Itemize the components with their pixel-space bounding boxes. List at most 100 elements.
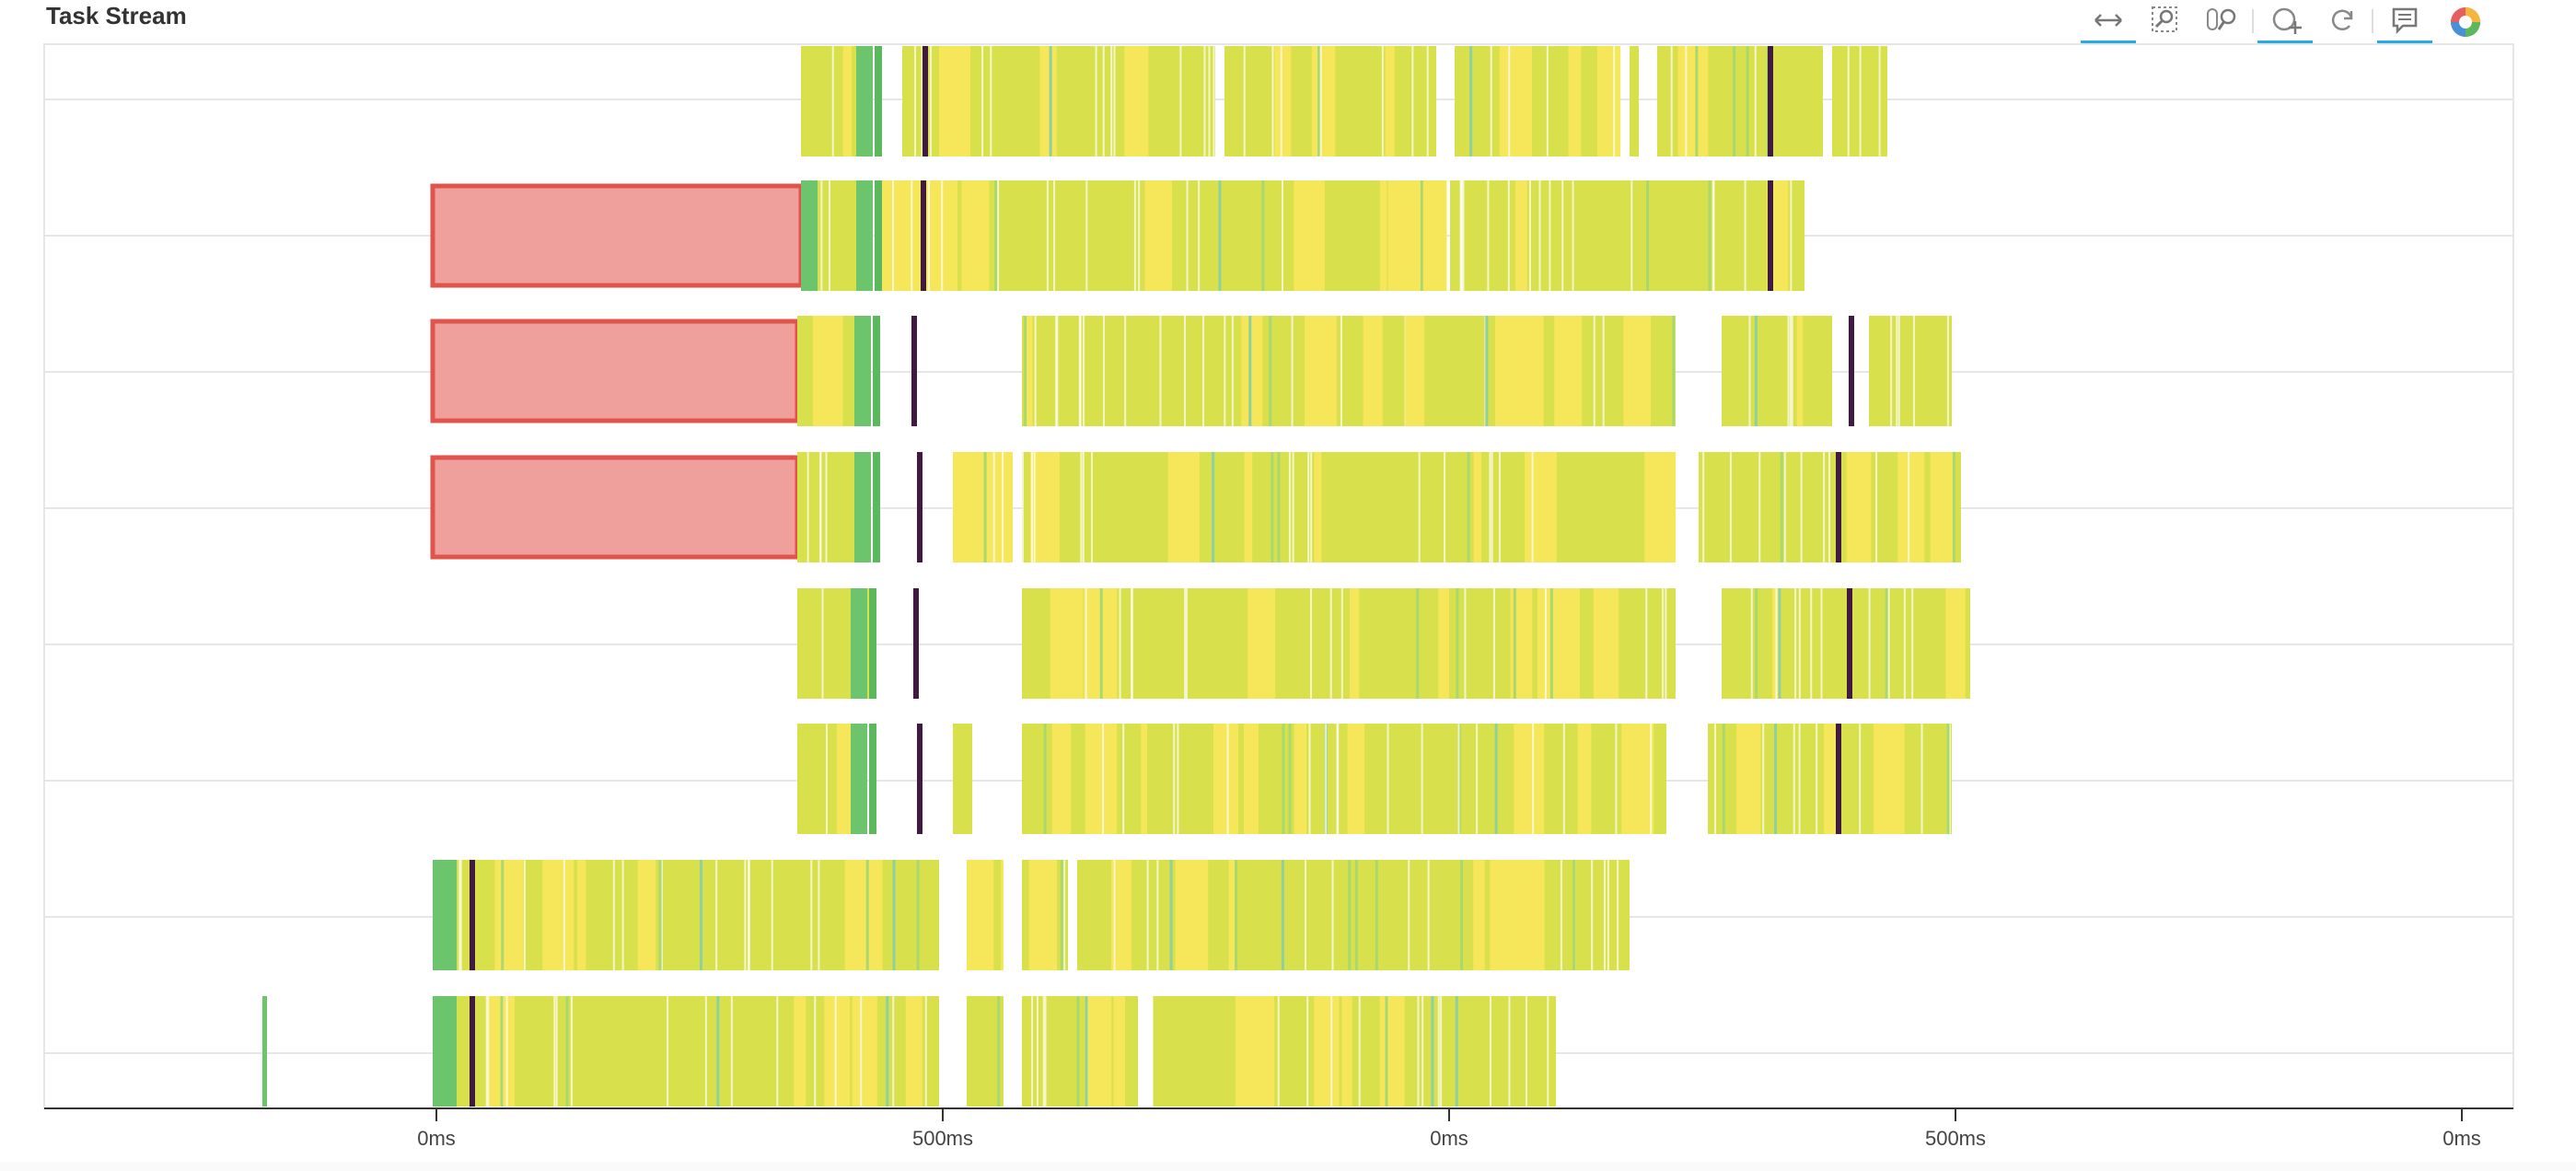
task-stripe <box>1820 588 1823 699</box>
task-gap <box>939 996 967 1107</box>
x-axis-tick-label: 500ms <box>912 1127 973 1150</box>
task-stripe <box>1868 588 1871 699</box>
task-stripe <box>1438 588 1450 699</box>
task-stripe <box>1039 46 1057 157</box>
task-stripe <box>1261 180 1265 291</box>
task-stripe <box>555 996 558 1107</box>
task-stripe <box>1319 46 1322 157</box>
task-stripe <box>836 724 854 834</box>
wheel-zoom-tool[interactable] <box>2193 0 2248 44</box>
task-stripe <box>842 46 853 157</box>
task-stripe <box>1494 724 1498 834</box>
task-deserialize-bar <box>856 46 873 157</box>
task-stripe <box>828 180 830 291</box>
task-stripe <box>929 46 932 157</box>
task-stripe <box>1547 996 1549 1107</box>
task-stripe <box>1102 724 1105 834</box>
task-compute-bar <box>1022 452 1666 562</box>
task-stripe <box>1652 452 1665 562</box>
task-stripe <box>1708 180 1712 291</box>
task-stripe <box>844 860 857 970</box>
task-stripe <box>824 996 851 1107</box>
task-stripe <box>523 860 526 970</box>
task-stripe <box>1391 180 1410 291</box>
task-stripe <box>1281 860 1284 970</box>
task-stripe <box>1243 46 1246 157</box>
task-stripe <box>1908 452 1910 562</box>
box-zoom-tool[interactable] <box>2138 0 2193 44</box>
task-marker-bar <box>470 996 475 1107</box>
hover-tool[interactable] <box>2377 0 2432 44</box>
task-stripe <box>1514 180 1527 291</box>
task-stripe <box>1746 46 1749 157</box>
task-stripe <box>1248 316 1252 426</box>
task-stripe <box>1317 46 1320 157</box>
task-stripe <box>1912 316 1915 426</box>
task-stripe <box>1824 724 1838 834</box>
task-stripe <box>500 996 504 1107</box>
task-stripe <box>1218 180 1222 291</box>
task-stripe <box>1110 46 1113 157</box>
task-stripe <box>1945 588 1966 699</box>
task-marker-bar <box>917 452 922 562</box>
task-stripe <box>1306 996 1309 1107</box>
task-stripe <box>1235 860 1238 970</box>
bottom-strip <box>0 1162 2576 1171</box>
bokeh-logo[interactable] <box>2436 0 2491 44</box>
task-stripe <box>1645 588 1648 699</box>
task-stripe <box>914 46 917 157</box>
reset-tool[interactable] <box>2315 0 2370 44</box>
task-stripe <box>1294 724 1307 834</box>
task-stripe <box>865 860 869 970</box>
task-deserialize-bar <box>854 452 871 562</box>
task-compute-bar <box>1869 316 1952 426</box>
task-compute-bar <box>801 46 821 157</box>
task-stripe <box>1022 452 1025 562</box>
task-stripe <box>1538 180 1541 291</box>
task-stripe <box>911 180 913 291</box>
task-stripe <box>1461 180 1464 291</box>
task-stripe <box>1444 452 1446 562</box>
task-stripe <box>1787 316 1790 426</box>
task-stripe <box>1572 860 1576 970</box>
pan-tool[interactable] <box>2081 0 2136 44</box>
task-stripe <box>1090 452 1093 562</box>
task-marker-bar <box>1836 724 1841 834</box>
task-stripe <box>1810 588 1813 699</box>
task-stripe <box>1042 996 1045 1107</box>
task-stripe <box>1896 316 1898 426</box>
task-stripe <box>1341 996 1352 1107</box>
task-compute-bar <box>1722 588 1970 699</box>
task-stripe <box>1462 180 1465 291</box>
task-stripe <box>1426 46 1429 157</box>
task-stripe <box>1948 724 1951 834</box>
task-stripe <box>1771 180 1789 291</box>
task-stripe <box>941 180 944 291</box>
task-stripe <box>621 860 624 970</box>
task-stripe <box>1119 588 1121 699</box>
task-stripe <box>563 860 565 970</box>
task-stripe <box>1024 316 1027 426</box>
task-compute-bar <box>1022 724 1666 834</box>
task-stripe <box>1859 46 1862 157</box>
task-stripe <box>1304 860 1306 970</box>
task-deserialize-bar <box>875 180 882 291</box>
task-stripe <box>1253 588 1276 699</box>
task-stripe <box>1778 588 1781 699</box>
task-stripe <box>1307 452 1310 562</box>
task-stripe <box>1670 46 1673 157</box>
task-stripe <box>1744 180 1746 291</box>
task-stripe <box>612 860 615 970</box>
task-stripe <box>1593 316 1595 426</box>
task-stripe <box>1340 316 1342 426</box>
task-stripe <box>1859 724 1862 834</box>
task-stripe <box>730 996 733 1107</box>
zoom-in-tool[interactable] <box>2257 0 2313 44</box>
task-stripe <box>892 860 896 970</box>
task-stripe <box>1085 588 1087 699</box>
task-stripe <box>891 180 894 291</box>
task-stripe <box>1330 996 1333 1107</box>
task-stripe <box>1421 724 1423 834</box>
task-stripe <box>997 996 1001 1107</box>
